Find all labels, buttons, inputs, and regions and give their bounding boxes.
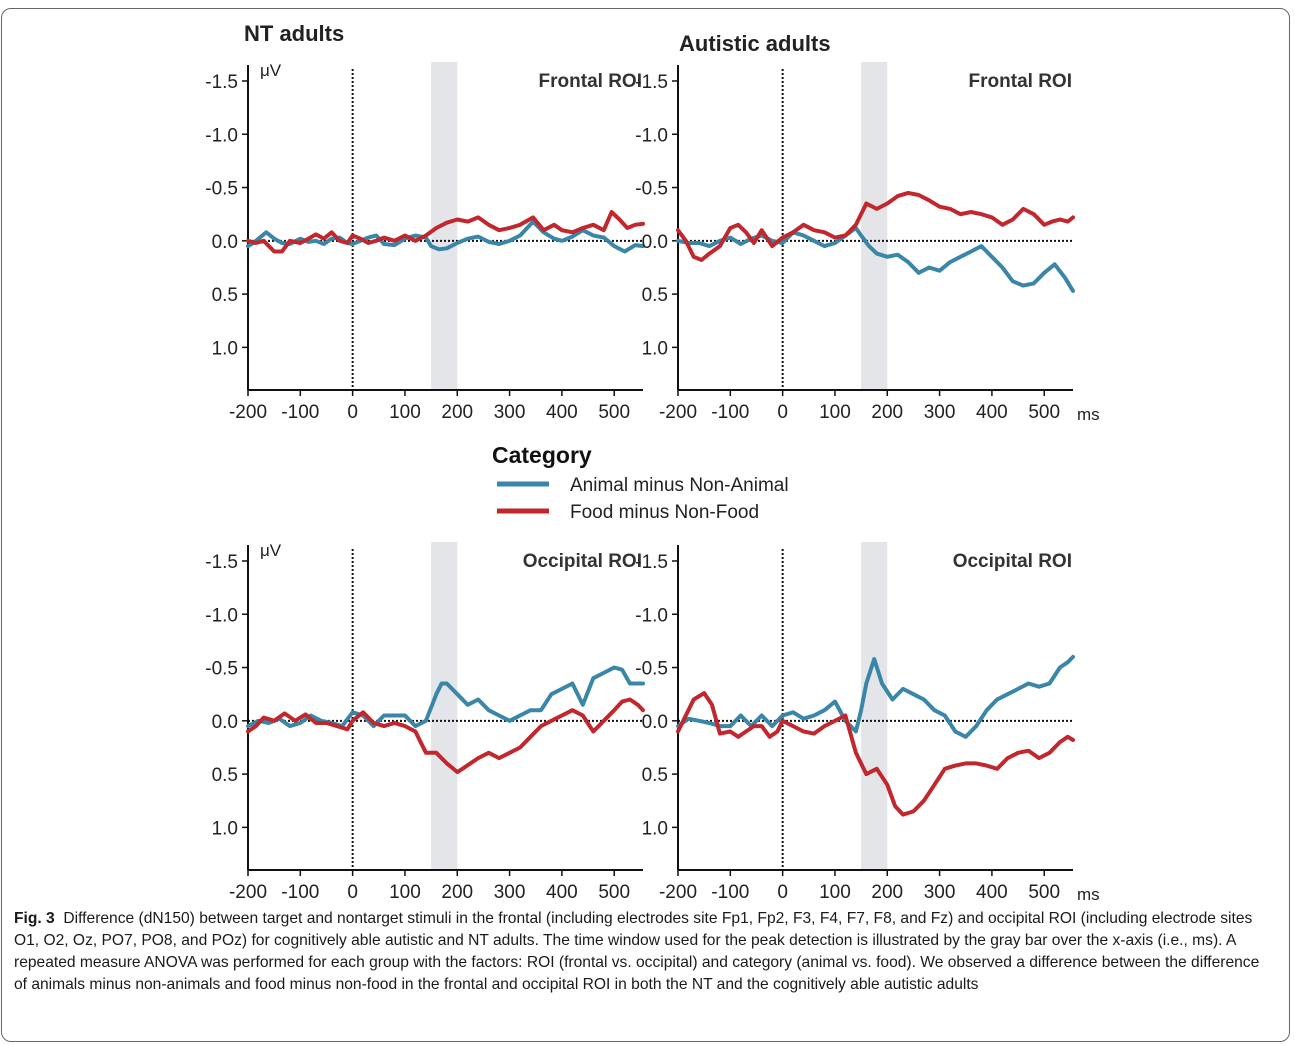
panel-4-x-tick-label: -100 [711, 882, 749, 903]
panel-2-x-tick-label: -200 [659, 402, 697, 423]
panel-4-y-tick-label: -1.0 [635, 605, 668, 626]
panel-4-roi-label: Occipital ROI [953, 551, 1072, 572]
panel-2-x-tick-label: 400 [976, 402, 1008, 423]
panel-2-roi-label: Frontal ROI [969, 71, 1072, 92]
panel-3-y-tick-label: -1.0 [205, 605, 238, 626]
panel-3-y-tick-label: 0.0 [212, 712, 238, 733]
panel-4-x-tick-label: 100 [819, 882, 851, 903]
legend-title: Category [492, 442, 592, 468]
panel-2-x-tick-label: 300 [924, 402, 956, 423]
figure-frame [1, 8, 1290, 1042]
panel-2-series-animal-minus-non-animal [676, 226, 1075, 293]
panel-3-series-food-minus-non-food [246, 697, 645, 774]
panel-4-x-tick-label: 400 [976, 882, 1008, 903]
panel-2-y-tick-label: -0.5 [635, 179, 668, 200]
panel-1-y-unit: μV [260, 61, 282, 80]
panel-2-y-tick-label: -1.0 [635, 125, 668, 146]
caption-label: Fig. 3 [14, 910, 55, 927]
panel-2-x-tick-label: 200 [871, 402, 903, 423]
panel-3-x-tick-label: -200 [229, 882, 267, 903]
panel-1-x-tick-label: 300 [494, 402, 526, 423]
caption-text: Difference (dN150) between target and no… [14, 910, 1260, 993]
panel-1-x-tick-label: 400 [546, 402, 578, 423]
panel-4-y-tick-label: 0.5 [642, 765, 668, 786]
panel-2-y-tick-label: 1.0 [642, 338, 668, 359]
panel-2-x-tick-label: -100 [711, 402, 749, 423]
panel-4-x-tick-label: 200 [871, 882, 903, 903]
panel-1-y-tick-label: -0.5 [205, 179, 238, 200]
panel-4-y-tick-label: -1.5 [635, 552, 668, 573]
panel-3-x-tick-label: 400 [546, 882, 578, 903]
group-title-autistic: Autistic adults [679, 31, 831, 56]
panel-1-x-tick-label: 500 [598, 402, 630, 423]
panel-3-series-animal-minus-non-animal [246, 665, 645, 729]
panel-3-y-tick-label: -1.5 [205, 552, 238, 573]
panel-2-y-tick-label: 0.5 [642, 285, 668, 306]
panel-3-peak-window [431, 542, 458, 870]
panel-3-x-tick-label: 100 [389, 882, 421, 903]
panel-4-y-tick-label: 1.0 [642, 818, 668, 839]
panel-4-x-tick-label: 300 [924, 882, 956, 903]
panel-3-x-tick-label: 300 [494, 882, 526, 903]
panel-1-y-tick-label: 0.0 [212, 232, 238, 253]
legend-label-animal-minus-non-animal: Animal minus Non-Animal [570, 475, 789, 496]
panel-4-peak-window [861, 542, 888, 870]
panel-3-x-tick-label: 200 [441, 882, 473, 903]
group-title-nt: NT adults [244, 21, 344, 46]
panel-4-x-tick-label: 500 [1028, 882, 1060, 903]
legend-label-food-minus-non-food: Food minus Non-Food [570, 502, 759, 523]
panel-3-x-tick-label: 500 [598, 882, 630, 903]
panel-4-y-tick-label: -0.5 [635, 659, 668, 680]
panel-1-x-tick-label: -200 [229, 402, 267, 423]
panel-2-x-tick-label: 500 [1028, 402, 1060, 423]
panel-4-x-unit: ms [1077, 885, 1100, 904]
panel-2-series-food-minus-non-food [676, 190, 1075, 262]
panel-1-x-tick-label: 200 [441, 402, 473, 423]
panel-2-x-unit: ms [1077, 405, 1100, 424]
panel-3-y-unit: μV [260, 541, 282, 560]
panel-2-y-tick-label: -1.5 [635, 72, 668, 93]
panel-1-y-tick-label: -1.5 [205, 72, 238, 93]
panel-3-y-tick-label: 1.0 [212, 818, 238, 839]
figure-canvas: -1.5 -1.0 -0.5 0.0 0.5 1.0 -200 -100 0 100 200 300 4… [205, 21, 1100, 904]
panel-2-x-tick-label: 100 [819, 402, 851, 423]
panel-1-roi-label: Frontal ROI [539, 71, 642, 92]
panel-1-x-tick-label: -100 [281, 402, 319, 423]
panel-2-x-tick-label: 0 [777, 402, 788, 423]
panel-3-roi-label: Occipital ROI [523, 551, 642, 572]
panel-4-x-tick-label: 0 [777, 882, 788, 903]
panel-1-series-food-minus-non-food [246, 210, 645, 254]
figure-caption: Fig. 3 Difference (dN150) between target… [14, 908, 1276, 996]
panel-1-x-tick-label: 0 [347, 402, 358, 423]
panel-4-y-tick-label: 0.0 [642, 712, 668, 733]
panel-3-x-tick-label: 0 [347, 882, 358, 903]
panel-4-series-food-minus-non-food [676, 691, 1075, 817]
panel-2-peak-window [861, 62, 888, 390]
panel-1-y-tick-label: 1.0 [212, 338, 238, 359]
panel-1-x-tick-label: 100 [389, 402, 421, 423]
panel-3-y-tick-label: 0.5 [212, 765, 238, 786]
panel-1-y-tick-label: 0.5 [212, 285, 238, 306]
panel-4-series-animal-minus-non-animal [676, 654, 1075, 739]
panel-3-y-tick-label: -0.5 [205, 659, 238, 680]
panel-4-x-tick-label: -200 [659, 882, 697, 903]
panel-2-y-tick-label: 0.0 [642, 232, 668, 253]
panel-1-y-tick-label: -1.0 [205, 125, 238, 146]
panel-3-x-tick-label: -100 [281, 882, 319, 903]
